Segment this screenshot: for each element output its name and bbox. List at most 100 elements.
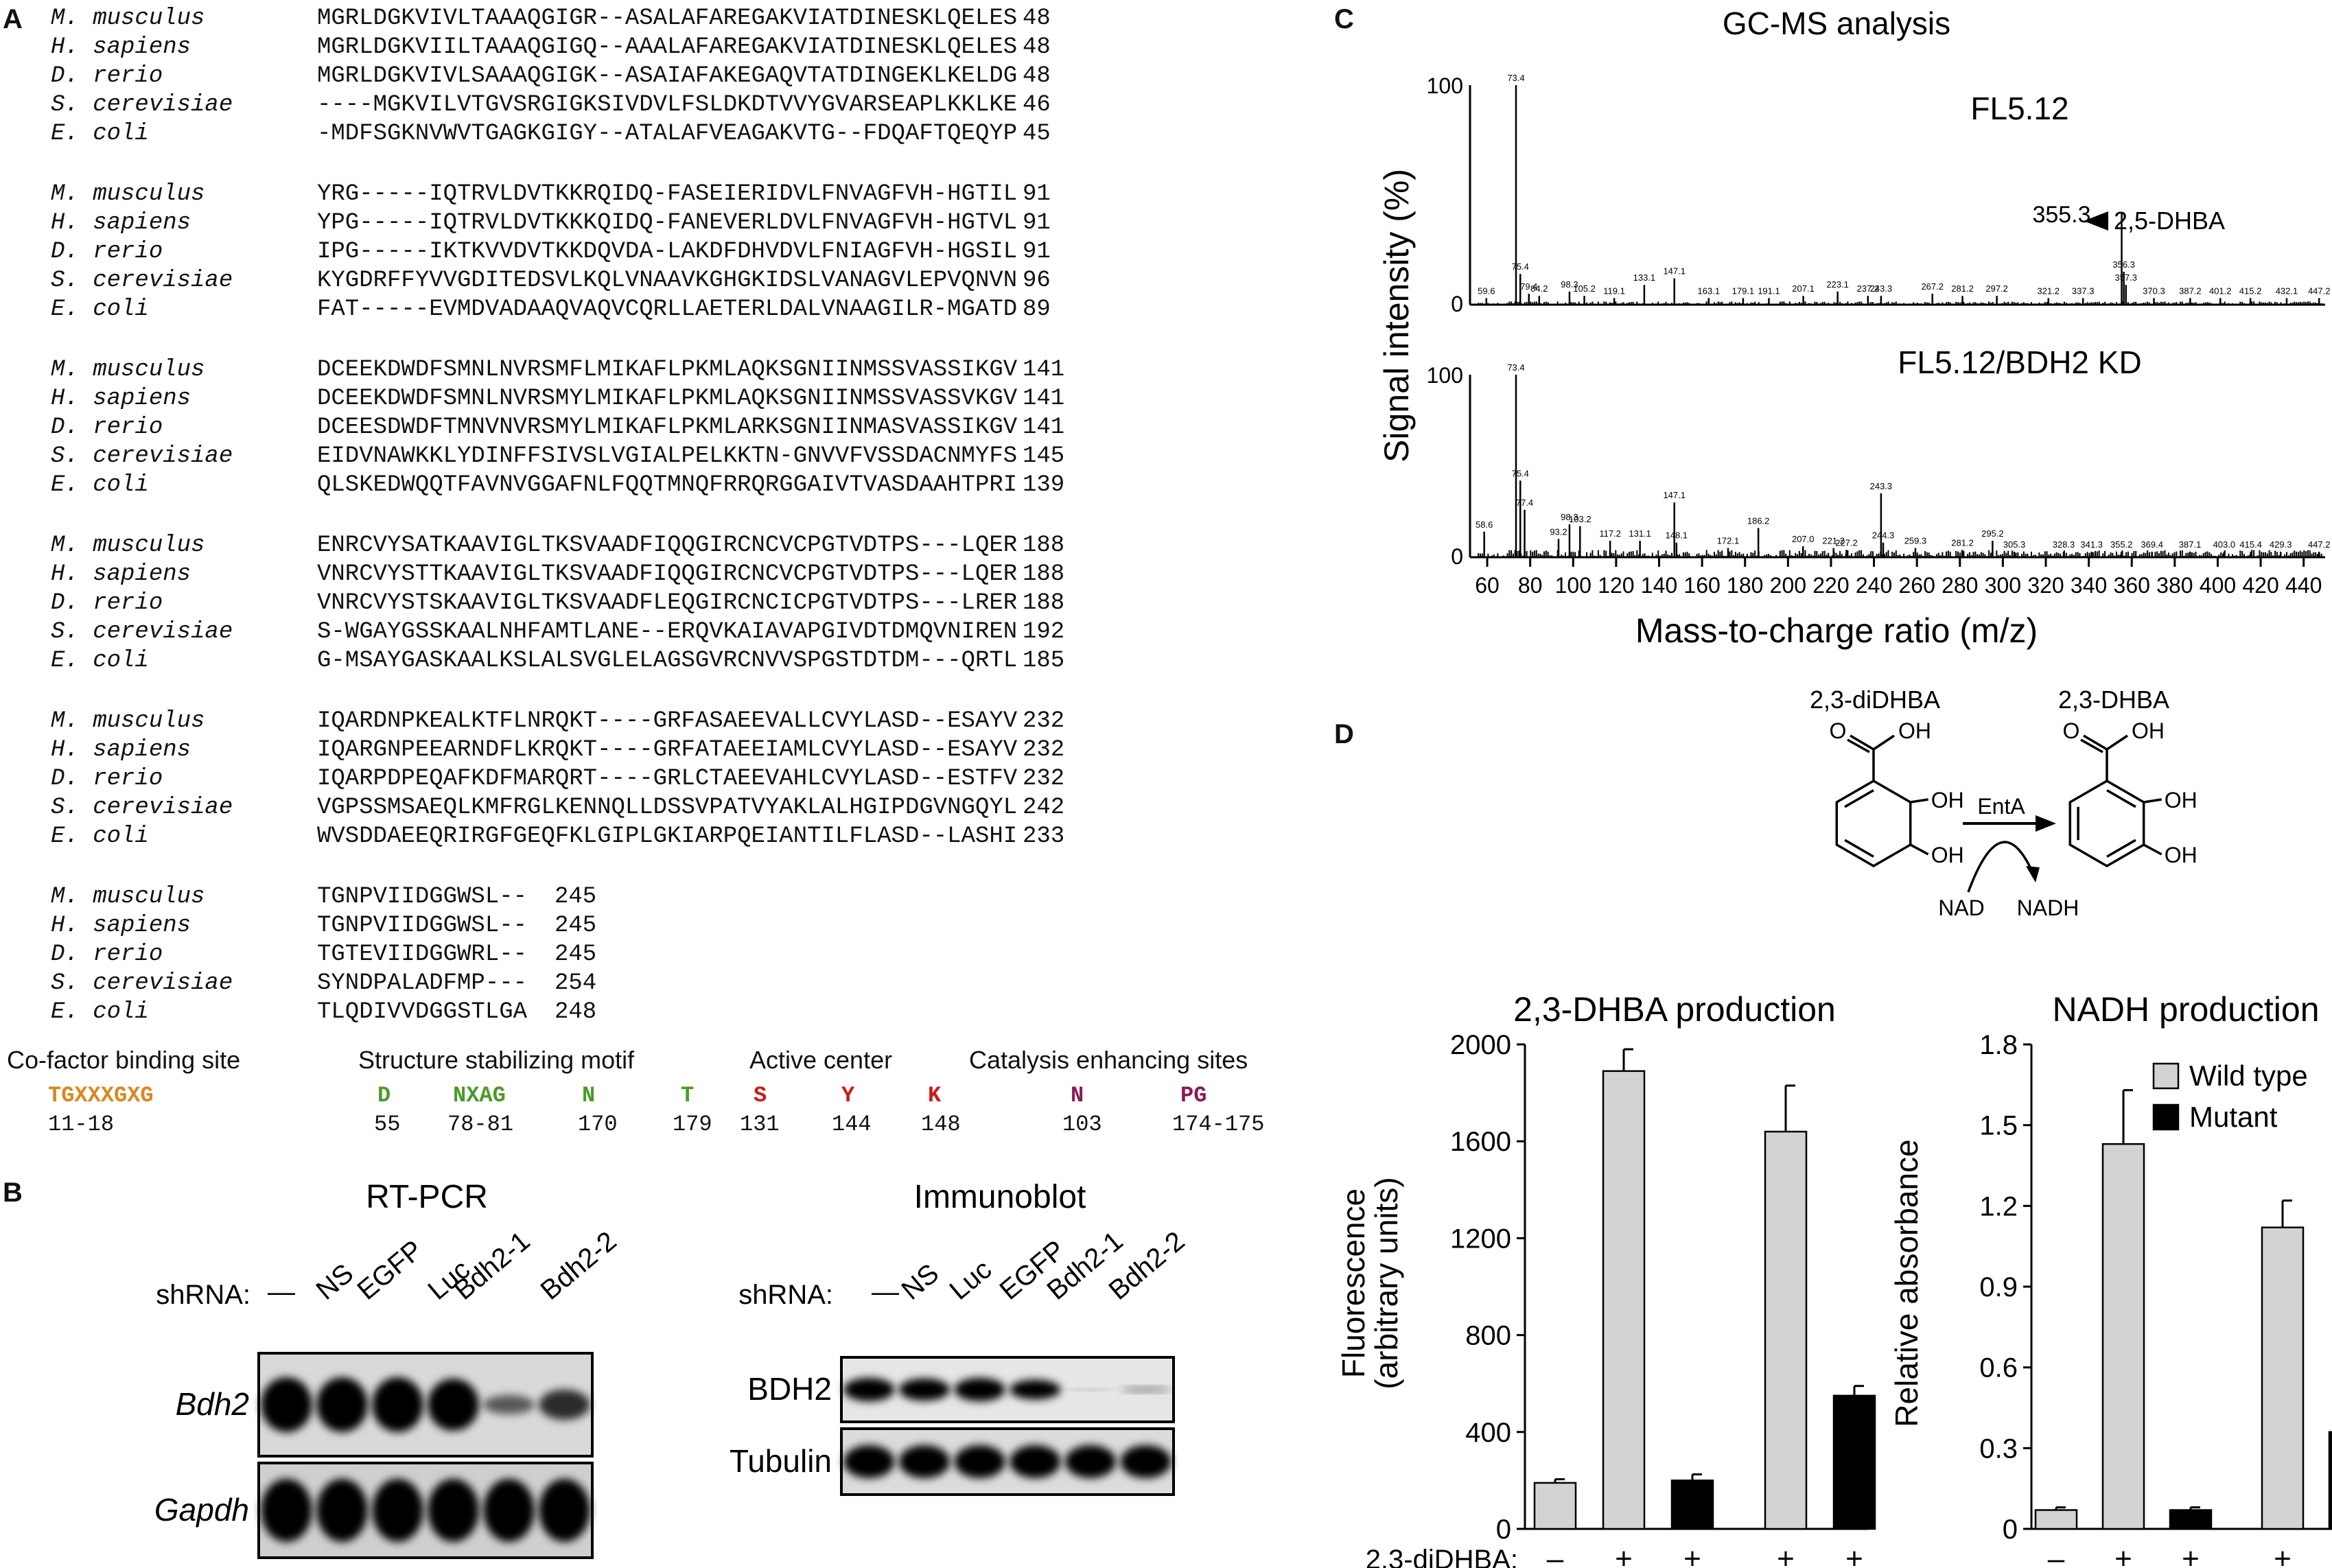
sequence-end-position: 91 <box>1023 210 1051 236</box>
species-name: M. musculus <box>51 181 205 207</box>
treatment-sign: + <box>1615 1542 1633 1568</box>
bar-chart-title: NADH production <box>2052 990 2319 1029</box>
lane-label: — <box>268 1277 295 1307</box>
legend-motif: N <box>582 1083 596 1108</box>
x-tick-label: 380 <box>2156 573 2193 598</box>
blot-band <box>1010 1379 1061 1400</box>
y-tick-label: 1600 <box>1450 1127 1511 1157</box>
alignment-legend: Co-factor binding site TGXXXGXG 11-18 Struc… <box>0 1043 1325 1153</box>
sequence-row: TLQDIVVDGGSTLGA <box>317 999 528 1025</box>
treatment-sign: + <box>2114 1542 2132 1568</box>
y-tick-label: 1.8 <box>1979 1030 2018 1060</box>
peak-label: 281.2 <box>1951 537 1974 548</box>
sequence-row: S-WGAYGSSKAALNHFAMTLANE--ERQVKAIAVAPGIVD… <box>317 619 1018 645</box>
blot-band <box>954 1445 1005 1478</box>
arrowhead-icon <box>2036 815 2056 832</box>
peak-label: 133.1 <box>1633 272 1656 283</box>
sequence-row: FAT-----EVMDVADAAQVAQVCQRLLAETERLDALVNAA… <box>317 296 1018 323</box>
sequence-end-position: 254 <box>555 970 597 996</box>
peak-label: 401.2 <box>2209 285 2232 296</box>
legend-motif: S <box>754 1083 767 1108</box>
x-tick-label: 120 <box>1598 573 1634 598</box>
gcms-title: GC-MS analysis <box>1723 5 1950 41</box>
sequence-end-position: 188 <box>1023 590 1065 616</box>
peak-label: 179.1 <box>1732 285 1755 296</box>
species-name: H. sapiens <box>51 737 191 763</box>
x-tick-label: 100 <box>1555 573 1591 598</box>
legend-motif: T <box>681 1083 695 1108</box>
y-axis-label: Fluorescence(arbitrary units) <box>1336 1177 1404 1389</box>
x-tick-label: 420 <box>2242 573 2278 598</box>
blot-row-label: Tubulin <box>730 1443 832 1479</box>
legend-motif: NXAG <box>453 1083 506 1108</box>
sequence-row: QLSKEDWQQTFAVNVGGAFNLFQQTMNQFRRQRGGAIVTV… <box>317 472 1018 498</box>
sequence-row: YPG-----IQTRVLDVTKKKQIDQ-FANEVERLDVLFNVA… <box>317 210 1018 236</box>
lane-label: — <box>872 1277 899 1307</box>
x-tick-label: 280 <box>1942 573 1978 598</box>
blot-band <box>483 1479 535 1542</box>
y-tick-label: 0 <box>2003 1514 2018 1545</box>
peak-label: 403.0 <box>2213 539 2236 550</box>
blot-band <box>261 1377 312 1432</box>
y-axis-label: Relative absorbance <box>1889 1139 1924 1427</box>
peak-label: 369.4 <box>2141 539 2163 550</box>
legend-position: 170 <box>578 1112 618 1137</box>
product-name: 2,3-DHBA <box>2058 686 2169 714</box>
peak-label: 321.2 <box>2037 285 2060 296</box>
peak-label: 447.2 <box>2308 285 2331 296</box>
bar <box>2261 1226 2305 1530</box>
peak-label: 432.1 <box>2276 285 2298 296</box>
peak-label: 73.4 <box>1507 73 1524 83</box>
species-name: E. coli <box>51 296 149 323</box>
peak-label: 387.1 <box>2179 539 2202 550</box>
sequence-end-position: 188 <box>1023 561 1065 587</box>
y-tick-label: 2000 <box>1450 1030 1511 1060</box>
sequence-end-position: 242 <box>1023 795 1065 821</box>
blot-band <box>316 1377 368 1432</box>
species-name: S. cerevisiae <box>51 268 233 294</box>
treatment-label: 2,3-diDHBA: <box>1366 1545 1518 1568</box>
sequence-row: IPG-----IKTKVVDVTKKDQVDA-LAKDFDHVDVLFNIA… <box>317 239 1018 265</box>
peak-label: 117.2 <box>1599 528 1621 539</box>
species-name: M. musculus <box>51 5 205 32</box>
blot-strip <box>257 1462 594 1559</box>
reaction-scheme: 2,3-diDHBA 2,3-DHBA O OH O OH OH OH OH OH EntA NAD N… <box>1810 686 2197 920</box>
spectrum-ymin-label: 0 <box>1451 292 1463 316</box>
treatment-sign: + <box>1777 1542 1795 1568</box>
substrate-oh: OH <box>1931 788 1964 812</box>
legend-position: 78-81 <box>447 1112 514 1137</box>
legend-position: 174-175 <box>1172 1112 1265 1137</box>
legend-motif: N <box>1071 1083 1084 1108</box>
panel-letter-a: A <box>3 4 23 34</box>
peak-label: 357.3 <box>2115 272 2138 283</box>
species-name: M. musculus <box>51 533 205 559</box>
blot-band <box>428 1379 479 1431</box>
peak-label: 79.4 <box>1520 281 1537 292</box>
legend-position: 55 <box>374 1112 401 1137</box>
species-name: D. rerio <box>51 239 163 265</box>
peak-label: 429.3 <box>2270 539 2292 550</box>
peak-label: 105.2 <box>1573 283 1596 294</box>
peak-label: 186.2 <box>1747 515 1770 526</box>
bar <box>1764 1130 1808 1530</box>
panel-letter-b: B <box>3 1178 23 1208</box>
y-tick-label: 0.9 <box>1979 1272 2018 1302</box>
gcms-x-axis-label: Mass-to-charge ratio (m/z) <box>1635 611 2038 650</box>
product-oh: OH <box>2165 843 2197 867</box>
peak-label: 305.3 <box>2003 539 2026 550</box>
y-tick-label: 1.5 <box>1979 1111 2018 1141</box>
legend-motif: D <box>377 1083 391 1108</box>
y-tick-label: 1200 <box>1450 1224 1511 1254</box>
legend-position: 131 <box>740 1112 780 1137</box>
species-name: M. musculus <box>51 884 205 910</box>
blot-band <box>428 1479 479 1542</box>
species-name: E. coli <box>51 648 149 674</box>
blot-band <box>539 1479 590 1542</box>
peak-label: 415.2 <box>2239 285 2262 296</box>
lane-label: EGFP <box>352 1234 429 1306</box>
species-name: D. rerio <box>51 63 163 89</box>
spectrum-noise <box>1476 550 2322 557</box>
x-tick-label: 220 <box>1812 573 1849 598</box>
blot-strip <box>840 1356 1175 1423</box>
species-name: S. cerevisiae <box>51 92 233 118</box>
